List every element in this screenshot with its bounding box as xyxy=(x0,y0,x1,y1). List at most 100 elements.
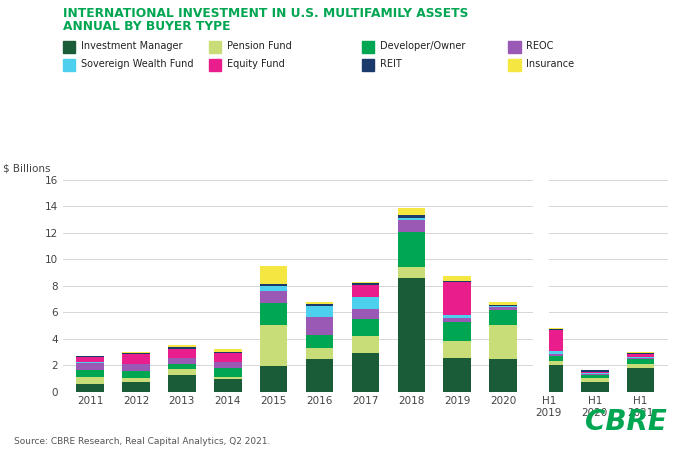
Bar xyxy=(168,369,196,375)
Bar xyxy=(489,310,516,325)
Bar xyxy=(397,208,425,215)
Bar xyxy=(581,382,608,392)
Bar xyxy=(306,306,333,318)
Bar xyxy=(443,341,471,358)
Text: ANNUAL BY BUYER TYPE: ANNUAL BY BUYER TYPE xyxy=(63,20,230,33)
Bar xyxy=(627,368,654,392)
Bar xyxy=(535,351,562,355)
Bar xyxy=(77,363,104,370)
Bar xyxy=(77,370,104,377)
Bar xyxy=(397,218,425,220)
Bar xyxy=(122,353,150,355)
Bar xyxy=(77,357,104,362)
Bar xyxy=(581,378,608,382)
Bar xyxy=(397,278,425,392)
Text: Pension Fund: Pension Fund xyxy=(227,41,292,51)
Bar xyxy=(306,359,333,392)
Bar xyxy=(535,356,562,361)
Bar xyxy=(535,330,562,351)
Bar xyxy=(489,325,516,359)
Bar xyxy=(260,284,287,286)
Bar xyxy=(260,286,287,291)
Text: CBRE: CBRE xyxy=(585,409,667,436)
Bar xyxy=(535,328,562,330)
Bar xyxy=(351,353,379,392)
Bar xyxy=(214,349,242,352)
Bar xyxy=(214,352,242,353)
Bar xyxy=(77,384,104,392)
Bar xyxy=(581,372,608,373)
Text: Investment Manager: Investment Manager xyxy=(81,41,182,51)
Bar xyxy=(443,358,471,392)
Bar xyxy=(397,220,425,232)
Bar xyxy=(443,322,471,341)
Bar xyxy=(627,359,654,364)
Bar xyxy=(306,302,333,304)
Bar xyxy=(351,283,379,285)
Text: Source: CBRE Research, Real Capital Analytics, Q2 2021.: Source: CBRE Research, Real Capital Anal… xyxy=(14,436,270,446)
Bar xyxy=(306,335,333,348)
Bar xyxy=(351,297,379,309)
Bar xyxy=(168,345,196,347)
Bar xyxy=(306,304,333,306)
Bar xyxy=(443,283,471,315)
Bar xyxy=(77,362,104,363)
Bar xyxy=(489,306,516,307)
Bar xyxy=(489,307,516,310)
Bar xyxy=(581,370,608,372)
Bar xyxy=(489,305,516,306)
Bar xyxy=(214,362,242,368)
Text: INTERNATIONAL INVESTMENT IN U.S. MULTIFAMILY ASSETS: INTERNATIONAL INVESTMENT IN U.S. MULTIFA… xyxy=(63,7,468,20)
Bar xyxy=(489,302,516,305)
Text: Developer/Owner: Developer/Owner xyxy=(380,41,466,51)
Bar xyxy=(168,349,196,358)
Text: REOC: REOC xyxy=(526,41,553,51)
Bar xyxy=(397,215,425,218)
Bar xyxy=(443,315,471,318)
Bar xyxy=(535,365,562,392)
Bar xyxy=(77,377,104,384)
Bar xyxy=(260,366,287,392)
Bar xyxy=(260,291,287,303)
Bar xyxy=(351,309,379,319)
Bar xyxy=(489,359,516,392)
Bar xyxy=(122,378,150,382)
Bar xyxy=(122,382,150,392)
Bar xyxy=(535,361,562,365)
Bar xyxy=(306,348,333,359)
Bar xyxy=(214,368,242,377)
Bar xyxy=(214,379,242,392)
Bar xyxy=(168,364,196,369)
Bar xyxy=(581,375,608,378)
Bar xyxy=(260,266,287,284)
Bar xyxy=(260,303,287,325)
Bar xyxy=(351,319,379,336)
Bar xyxy=(168,375,196,392)
Bar xyxy=(351,285,379,297)
Bar xyxy=(443,281,471,283)
Bar xyxy=(306,318,333,335)
Bar xyxy=(351,282,379,283)
Bar xyxy=(122,371,150,378)
Bar xyxy=(214,353,242,362)
Bar xyxy=(627,364,654,368)
Bar xyxy=(397,267,425,278)
Bar xyxy=(77,356,104,357)
Bar xyxy=(351,336,379,353)
Bar xyxy=(533,180,549,392)
Bar xyxy=(535,355,562,356)
Bar xyxy=(260,325,287,366)
Bar xyxy=(443,318,471,322)
Bar xyxy=(214,377,242,379)
Bar xyxy=(122,352,150,353)
Text: REIT: REIT xyxy=(380,59,402,69)
Bar xyxy=(627,352,654,354)
Bar xyxy=(168,347,196,349)
Bar xyxy=(627,357,654,358)
Bar xyxy=(627,358,654,359)
Text: $ Billions: $ Billions xyxy=(3,164,51,174)
Bar xyxy=(581,374,608,375)
Bar xyxy=(397,232,425,267)
Bar xyxy=(122,364,150,371)
Bar xyxy=(443,276,471,281)
